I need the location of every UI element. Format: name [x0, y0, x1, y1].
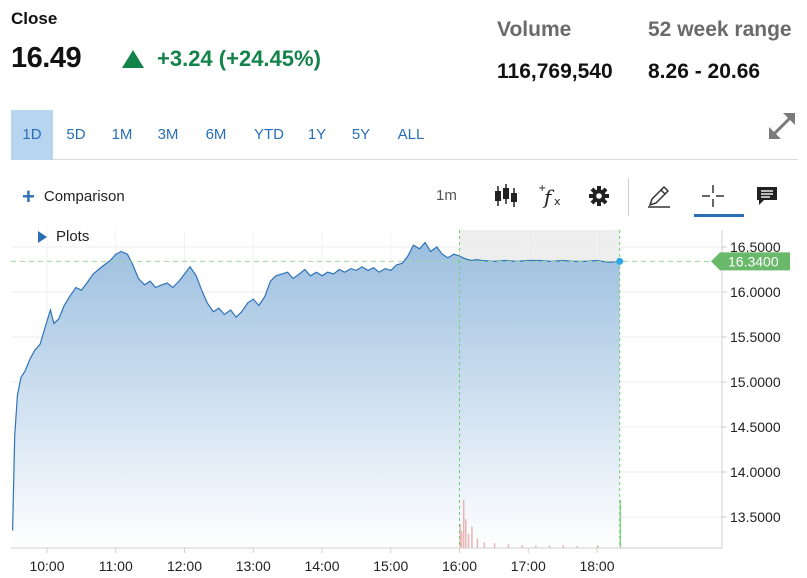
y-tick-label: 14.5000	[730, 419, 781, 435]
pencil-icon[interactable]	[642, 180, 676, 212]
tab-ytd[interactable]: YTD	[254, 126, 284, 143]
price-chart[interactable]: 16.5000 16.0000 15.5000 15.0000 14.5000 14.00…	[0, 220, 807, 578]
plus-icon: +	[22, 183, 35, 209]
volume-bar	[462, 500, 465, 548]
last-price-dot	[616, 257, 624, 265]
volume-bar	[507, 544, 510, 548]
active-tool-indicator	[694, 214, 744, 217]
tab-5d[interactable]: 5D	[66, 126, 86, 143]
x-tick-label: 12:00	[167, 558, 202, 574]
volume-bar	[471, 526, 473, 548]
range-value: 8.26 - 20.66	[648, 60, 761, 83]
range-label: 52 week range	[648, 18, 792, 41]
tab-3m[interactable]: 3M	[157, 126, 179, 143]
last-price-tag	[711, 252, 790, 271]
x-tick-label: 17:00	[511, 558, 546, 574]
price-change-text: +3.24 (+24.45%)	[157, 46, 321, 71]
volume-value: 116,769,540	[497, 60, 613, 83]
y-tick-label: 15.0000	[730, 374, 781, 390]
expand-triangle-icon	[38, 230, 47, 243]
y-tick-label: 16.0000	[730, 284, 781, 300]
volume-label: Volume	[497, 18, 572, 41]
volume-bar	[576, 546, 578, 548]
toolbar-divider	[628, 178, 629, 216]
price-change: +3.24 (+24.45%)	[122, 46, 321, 72]
x-tick-label: 18:00	[579, 558, 614, 574]
x-tick-label: 10:00	[29, 558, 64, 574]
x-tick-label: 11:00	[99, 558, 133, 574]
volume-bar	[521, 545, 523, 548]
x-tick-label: 14:00	[304, 558, 339, 574]
x-tick-label: 13:00	[236, 558, 271, 574]
comment-icon[interactable]	[750, 180, 784, 212]
range-tabs: 1D 5D 1M 3M 6M YTD 1Y 5Y ALL	[11, 110, 798, 160]
volume-bar	[483, 542, 486, 548]
plots-toggle[interactable]: Plots	[38, 228, 89, 245]
tab-1y[interactable]: 1Y	[307, 126, 327, 143]
close-label: Close	[11, 9, 58, 28]
y-tick-label: 13.5000	[730, 509, 781, 525]
volume-bar	[619, 500, 622, 548]
volume-bar	[535, 545, 537, 548]
x-tick-label: 16:00	[442, 558, 477, 574]
y-tick-label: 14.0000	[730, 464, 781, 480]
comparison-button[interactable]: + Comparison	[22, 183, 125, 209]
last-price-tag-label: 16.3400	[728, 253, 779, 269]
comparison-label: Comparison	[43, 188, 125, 205]
volume-bar	[597, 545, 599, 548]
last-price: 16.49	[11, 42, 82, 74]
volume-bar	[467, 533, 470, 548]
chart-toolbar: + Comparison 1m + f x	[11, 176, 798, 220]
svg-text:x: x	[554, 195, 561, 208]
tab-1d[interactable]: 1D	[11, 110, 53, 160]
volume-bar	[459, 524, 461, 548]
y-tick-label: 16.5000	[730, 239, 781, 255]
up-arrow-icon	[122, 50, 144, 68]
price-area	[12, 242, 620, 548]
function-icon[interactable]: + f x	[534, 180, 568, 212]
tab-all[interactable]: ALL	[397, 126, 425, 143]
interval-selector[interactable]: 1m	[436, 187, 457, 204]
volume-bar	[562, 545, 565, 548]
plots-label: Plots	[56, 228, 90, 245]
tab-6m[interactable]: 6M	[205, 126, 227, 143]
y-tick-label: 15.5000	[730, 329, 781, 345]
x-tick-label: 15:00	[373, 558, 408, 574]
volume-bar	[460, 531, 463, 548]
volume-bar	[465, 519, 467, 548]
expand-icon[interactable]	[766, 110, 798, 142]
crosshair-icon[interactable]	[696, 180, 730, 212]
candlestick-icon[interactable]	[489, 180, 523, 212]
svg-text:+: +	[538, 183, 546, 194]
volume-bar	[493, 543, 496, 548]
gear-icon[interactable]	[582, 180, 616, 212]
volume-bar	[548, 545, 551, 548]
tab-5y[interactable]: 5Y	[351, 126, 371, 143]
tab-1m[interactable]: 1M	[111, 126, 133, 143]
volume-bar	[476, 538, 479, 548]
price-line	[12, 241, 620, 531]
